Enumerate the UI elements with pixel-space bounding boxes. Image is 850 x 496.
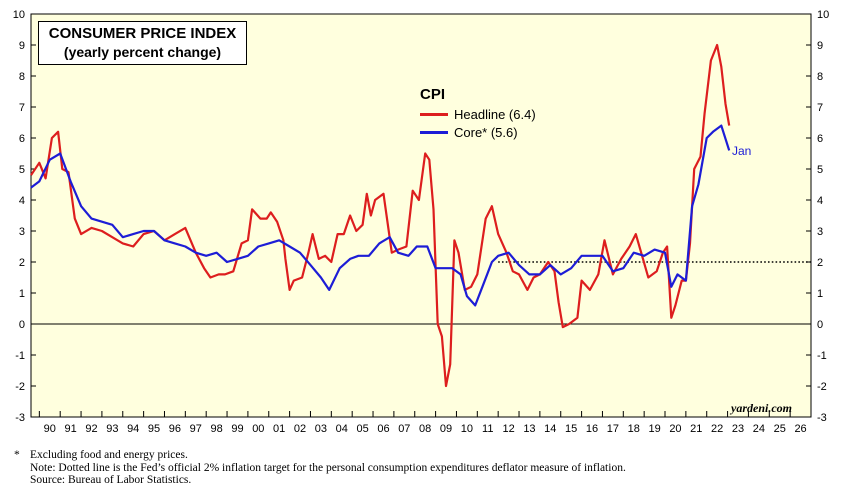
reference-lines (31, 261, 811, 325)
y-tick-label-right: 9 (817, 40, 823, 52)
x-tick-label: 06 (377, 423, 389, 435)
legend-label-headline: Headline (6.4) (454, 106, 536, 122)
y-tick-label-right: 6 (817, 133, 823, 145)
x-tick-label: 16 (586, 423, 598, 435)
x-tick-label: 94 (127, 423, 139, 435)
x-tick-label: 96 (169, 423, 181, 435)
y-tick-label-right: 5 (817, 164, 823, 176)
y-tick-label-right: 4 (817, 195, 823, 207)
y-tick-label-right: 0 (817, 319, 823, 331)
x-tick-label: 04 (336, 423, 348, 435)
legend-swatch-headline (420, 112, 448, 116)
legend-swatch-core (420, 130, 448, 134)
x-tick-label: 02 (294, 423, 306, 435)
x-tick-label: 90 (44, 423, 56, 435)
x-tick-label: 21 (690, 423, 702, 435)
x-tick-label: 00 (252, 423, 264, 435)
x-tick-label: 05 (356, 423, 368, 435)
y-tick-label-left: 1 (19, 288, 25, 300)
x-tick-label: 25 (774, 423, 786, 435)
y-tick-label-left: 2 (19, 257, 25, 269)
legend-item-headline: Headline (6.4) (420, 105, 536, 123)
y-tick-label-right: -1 (817, 350, 827, 362)
x-tick-label: 11 (482, 423, 493, 435)
x-tick-label: 14 (544, 423, 556, 435)
footnote-line-3: Source: Bureau of Labor Statistics. (30, 474, 192, 486)
x-tick-label: 26 (794, 423, 806, 435)
x-tick-label: 99 (231, 423, 243, 435)
y-tick-label-right: -3 (817, 412, 827, 424)
y-tick-label-right: -2 (817, 381, 827, 393)
brand-watermark: yardeni.com (731, 401, 792, 415)
x-tick-label: 18 (628, 423, 640, 435)
legend-label-core: Core* (5.6) (454, 124, 518, 140)
x-tick-label: 22 (711, 423, 723, 435)
series-group (30, 43, 731, 388)
x-tick-label: 93 (106, 423, 118, 435)
y-tick-label-left: -2 (15, 381, 25, 393)
x-tick-label: 20 (669, 423, 681, 435)
y-tick-label-left: -3 (15, 412, 25, 424)
legend-title: CPI (420, 86, 446, 103)
y-tick-label-left: -1 (15, 350, 25, 362)
legend: CPI Headline (6.4) Core* (5.6) (420, 86, 536, 141)
x-tick-label: 24 (753, 423, 765, 435)
x-tick-label: 08 (419, 423, 431, 435)
x-tick-label: 92 (85, 423, 97, 435)
x-tick-label: 91 (65, 423, 77, 435)
y-tick-label-left: 6 (19, 133, 25, 145)
y-tick-label-left: 3 (19, 226, 25, 238)
y-tick-label-right: 1 (817, 288, 823, 300)
y-tick-label-left: 4 (19, 195, 25, 207)
x-tick-label: 98 (210, 423, 222, 435)
end-label: Jan (732, 144, 752, 158)
x-tick-label: 19 (648, 423, 660, 435)
x-tick-label: 95 (148, 423, 160, 435)
x-tick-label: 03 (315, 423, 327, 435)
y-tick-label-left: 5 (19, 164, 25, 176)
x-tick-label: 12 (502, 423, 514, 435)
x-tick-label: 07 (398, 423, 410, 435)
chart-title: CONSUMER PRICE INDEX (48, 25, 237, 42)
x-tick-label: 10 (461, 423, 473, 435)
chart-title-box: CONSUMER PRICE INDEX (yearly percent cha… (38, 21, 247, 65)
plot-background (30, 13, 812, 418)
y-tick-label-left: 10 (13, 9, 25, 21)
x-tick-label: 01 (273, 423, 285, 435)
legend-item-core: Core* (5.6) (420, 123, 536, 141)
footnote-star: * (14, 449, 20, 461)
x-tick-label: 23 (732, 423, 744, 435)
x-tick-label: 15 (565, 423, 577, 435)
y-tick-label-left: 9 (19, 40, 25, 52)
x-tick-label: 09 (440, 423, 452, 435)
footnote-line-1: Excluding food and energy prices. (30, 449, 188, 461)
y-tick-label-left: 7 (19, 102, 25, 114)
y-tick-label-right: 8 (817, 71, 823, 83)
y-axis: -3 -3 -2 -2 -1 -1 0 0 1 1 2 2 3 3 4 4 5 5 6 6 7 7 8 8 9 9 10 10 (13, 9, 830, 424)
y-tick-label-right: 10 (817, 9, 829, 21)
core-series-line (30, 124, 731, 307)
y-tick-label-left: 0 (19, 319, 25, 331)
x-tick-label: 97 (190, 423, 202, 435)
y-tick-label-right: 3 (817, 226, 823, 238)
y-tick-label-left: 8 (19, 71, 25, 83)
y-tick-label-right: 2 (817, 257, 823, 269)
headline-series-line (30, 43, 731, 388)
footnote-line-2: Note: Dotted line is the Fed’s official … (30, 461, 626, 474)
x-tick-label: 13 (523, 423, 535, 435)
y-tick-label-right: 7 (817, 102, 823, 114)
footnotes: * Excluding food and energy prices. Note:… (14, 449, 626, 487)
x-tick-label: 17 (607, 423, 619, 435)
chart-subtitle: (yearly percent change) (63, 44, 222, 60)
x-axis: 90 91 92 93 94 95 96 97 98 99 00 01 02 03 04 05 06 07 08 09… (38, 411, 812, 435)
